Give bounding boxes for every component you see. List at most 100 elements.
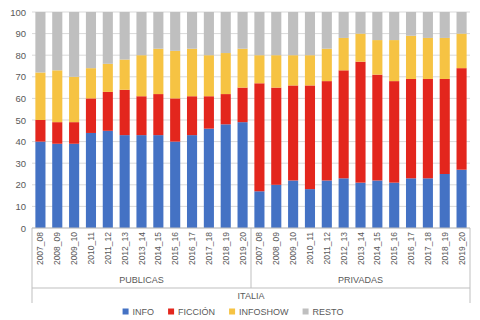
- bar-segment: [423, 178, 433, 228]
- bar-segment: [35, 12, 45, 72]
- bar-segment: [339, 178, 349, 228]
- bar-segment: [457, 12, 467, 34]
- x-tick-label: 2010_11: [86, 232, 96, 265]
- bar-segment: [271, 12, 281, 55]
- bar-segment: [389, 40, 399, 81]
- bar-segment: [254, 12, 264, 55]
- x-tick-label: 2008_09: [271, 232, 281, 265]
- bar-segment: [52, 70, 62, 122]
- bar-segment: [103, 92, 113, 131]
- x-tick-label: 2015_16: [170, 232, 180, 265]
- legend-label: INFO: [133, 307, 155, 317]
- x-tick-label: 2017_18: [204, 232, 214, 265]
- bar-segment: [153, 12, 163, 49]
- bar-segment: [204, 129, 214, 228]
- group-divider: [470, 228, 471, 303]
- bar-segment: [322, 49, 332, 81]
- x-tick-label: 2013_14: [356, 232, 366, 265]
- bar-segment: [221, 94, 231, 124]
- bar-segment: [457, 34, 467, 69]
- bar-segment: [339, 12, 349, 38]
- bar-segment: [322, 81, 332, 180]
- bar-segment: [35, 142, 45, 228]
- bar-segment: [372, 180, 382, 228]
- grid-line: [32, 184, 470, 185]
- bar-segment: [238, 122, 248, 228]
- y-tick-label: 50: [15, 115, 26, 126]
- bar-segment: [389, 81, 399, 183]
- y-tick-label: 90: [15, 28, 26, 39]
- y-tick-label: 60: [15, 93, 26, 104]
- bar-segment: [221, 124, 231, 228]
- x-tick-label: 2009_10: [288, 232, 298, 265]
- bar-segment: [69, 77, 79, 122]
- bar-segment: [372, 40, 382, 75]
- bar-segment: [406, 12, 416, 36]
- legend-label: INFOSHOW: [239, 307, 289, 317]
- bar-segment: [238, 88, 248, 123]
- bar-segment: [389, 12, 399, 40]
- grid-line: [32, 163, 470, 164]
- bar-segment: [204, 96, 214, 128]
- bars: [35, 12, 466, 228]
- x-tick-label: 2011_12: [103, 232, 113, 265]
- chart: 01020304050607080901002007_082008_092009…: [0, 0, 480, 320]
- bar-segment: [271, 185, 281, 228]
- bar-segment: [305, 189, 315, 228]
- x-tick-label: 2014_15: [372, 232, 382, 265]
- bar-segment: [35, 120, 45, 142]
- bar-segment: [120, 12, 130, 60]
- bar-segment: [322, 180, 332, 228]
- bar-segment: [103, 64, 113, 92]
- bar-segment: [136, 12, 146, 55]
- bar-segment: [271, 55, 281, 87]
- bar-segment: [136, 96, 146, 135]
- bar-segment: [238, 49, 248, 88]
- y-tick-label: 20: [15, 179, 26, 190]
- bar-segment: [254, 55, 264, 83]
- legend-label: FICCIÓN: [178, 307, 215, 317]
- bar-segment: [52, 144, 62, 228]
- bar-segment: [423, 79, 433, 178]
- legend-label: RESTO: [313, 307, 344, 317]
- bar-segment: [221, 12, 231, 53]
- bar-segment: [440, 79, 450, 174]
- grid-line: [32, 33, 470, 34]
- legend-swatch: [168, 309, 174, 315]
- y-tick-label: 70: [15, 71, 26, 82]
- bar-segment: [204, 12, 214, 55]
- bar-segment: [187, 49, 197, 97]
- x-tick-label: 2009_10: [69, 232, 79, 265]
- grid-line: [32, 55, 470, 56]
- bar-segment: [440, 38, 450, 79]
- bar-segment: [254, 191, 264, 228]
- legend-swatch: [123, 309, 129, 315]
- x-tick-label: 2017_18: [423, 232, 433, 265]
- bar-segment: [322, 12, 332, 49]
- bar-segment: [153, 94, 163, 135]
- group-label: PUBLICAS: [119, 275, 164, 285]
- bar-segment: [457, 68, 467, 170]
- bar-segment: [52, 122, 62, 144]
- bar-segment: [406, 79, 416, 178]
- group-label: PRIVADAS: [338, 275, 383, 285]
- bar-segment: [238, 12, 248, 49]
- bar-segment: [86, 12, 96, 68]
- bar-segment: [204, 55, 214, 96]
- y-tick-label: 80: [15, 50, 26, 61]
- y-tick-label: 40: [15, 136, 26, 147]
- bar-segment: [153, 49, 163, 94]
- x-tick-label: 2007_08: [254, 232, 264, 265]
- x-tick-label: 2019_20: [457, 232, 467, 265]
- bar-segment: [86, 133, 96, 228]
- y-tick-label: 30: [15, 158, 26, 169]
- x-tick-label: 2012_13: [339, 232, 349, 265]
- bar-segment: [305, 85, 315, 189]
- bar-segment: [136, 55, 146, 96]
- x-tick-label: 2010_11: [305, 232, 315, 265]
- bar-segment: [170, 51, 180, 99]
- bar-segment: [305, 12, 315, 55]
- bar-segment: [103, 12, 113, 64]
- bar-segment: [187, 12, 197, 49]
- bar-segment: [355, 183, 365, 228]
